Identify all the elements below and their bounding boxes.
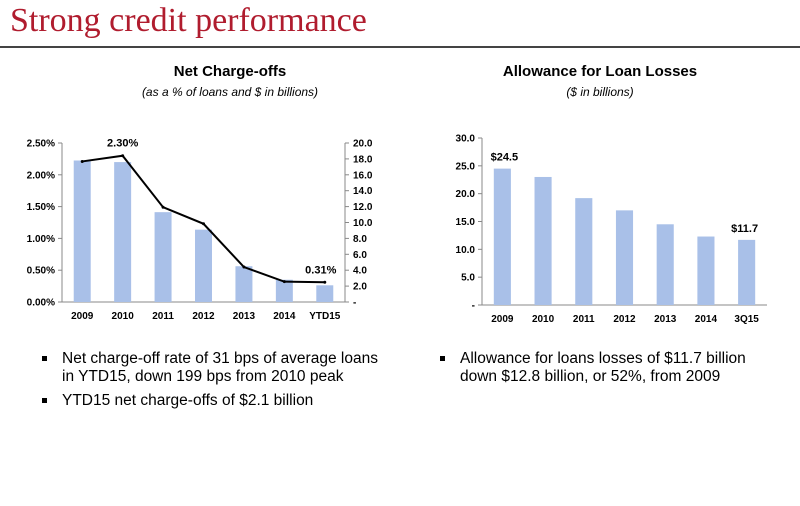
left-tick-label: 0.50% — [27, 266, 55, 277]
y-tick-label: 30.0 — [456, 134, 476, 145]
bullet-square-icon — [42, 356, 47, 361]
chargeoff-rate-point — [202, 222, 205, 226]
y-tick-label: - — [472, 301, 475, 312]
allowance-bar — [493, 168, 511, 305]
title-divider — [0, 46, 800, 48]
y-tick-label: 10.0 — [456, 245, 476, 256]
bullet-text: YTD15 net charge-offs of $2.1 billion — [62, 392, 314, 409]
allowance-bar — [697, 236, 715, 305]
right-tick-label: 20.0 — [353, 139, 373, 150]
right-tick-label: 2.0 — [353, 282, 367, 293]
bullet-text: Net charge-off rate of 31 bps of average… — [62, 350, 378, 385]
allowance-data-label: $11.7 — [731, 223, 758, 235]
slide-title: Strong credit performance — [10, 2, 367, 39]
right-tick-label: 10.0 — [353, 218, 373, 229]
bullet-item: Allowance for loans losses of $11.7 bill… — [438, 350, 778, 386]
right-tick-label: 18.0 — [353, 154, 373, 165]
bullet-square-icon — [440, 356, 445, 361]
bullet-item: YTD15 net charge-offs of $2.1 billion — [40, 392, 390, 410]
net-chargeoffs-subtitle: (as a % of loans and $ in billions) — [141, 85, 319, 99]
right-tick-label: - — [353, 298, 356, 309]
net-chargeoffs-title: Net Charge-offs — [173, 63, 287, 80]
left-tick-label: 0.00% — [27, 298, 55, 309]
allowance-bar — [738, 239, 756, 305]
net-chargeoff-bar — [275, 279, 293, 302]
right-tick-label: 12.0 — [353, 202, 373, 213]
x-tick-label: 3Q15 — [734, 314, 759, 325]
x-tick-label: 2011 — [573, 314, 595, 325]
right-tick-label: 14.0 — [353, 186, 373, 197]
allowance-data-label: $24.5 — [491, 152, 519, 164]
net-chargeoff-bar — [235, 266, 253, 302]
left-tick-label: 1.00% — [27, 234, 55, 245]
allowance-subtitle: ($ in billions) — [566, 85, 634, 99]
y-tick-label: 5.0 — [461, 273, 475, 284]
x-tick-label: 2014 — [695, 314, 718, 325]
allowance-bar — [615, 210, 634, 305]
left-tick-label: 2.00% — [27, 170, 55, 181]
bullet-square-icon — [42, 398, 47, 403]
x-tick-label: YTD15 — [309, 311, 341, 322]
y-tick-label: 15.0 — [456, 217, 476, 228]
allowance-chart: 30.0 25.0 20.0 15.0 10.0 5.0 - 2009 2010 2011 2012… — [456, 134, 767, 325]
right-tick-label: 8.0 — [353, 234, 367, 245]
bullet-item: Net charge-off rate of 31 bps of average… — [40, 350, 390, 386]
chargeoff-rate-point — [121, 154, 125, 158]
rate-data-label: 2.30% — [107, 138, 138, 150]
allowance-bullets: Allowance for loans losses of $11.7 bill… — [438, 350, 778, 392]
x-tick-label: 2010 — [532, 314, 555, 325]
y-tick-label: 20.0 — [456, 189, 476, 200]
left-tick-label: 2.50% — [27, 139, 55, 150]
allowance-bar — [534, 176, 552, 305]
chargeoff-rate-point — [80, 159, 84, 163]
right-tick-label: 4.0 — [353, 266, 367, 277]
x-tick-label: 2012 — [192, 311, 215, 322]
net-chargeoffs-bullets: Net charge-off rate of 31 bps of average… — [40, 350, 390, 416]
bullet-text: Allowance for loans losses of $11.7 bill… — [460, 350, 746, 385]
rate-data-label: 0.31% — [305, 264, 336, 276]
x-tick-label: 2011 — [152, 311, 174, 322]
chargeoff-rate-point — [323, 280, 327, 284]
net-chargeoffs-chart: 2.50% 2.00% 1.50% 1.00% 0.50% 0.00% 20.0 18.0 16… — [27, 138, 373, 322]
chargeoff-rate-point — [161, 205, 165, 209]
net-chargeoff-bar — [154, 212, 172, 302]
x-tick-label: 2013 — [654, 314, 677, 325]
y-tick-label: 25.0 — [456, 161, 476, 172]
allowance-title: Allowance for Loan Losses — [502, 63, 698, 80]
net-chargeoff-bar — [195, 229, 212, 302]
x-tick-label: 2010 — [112, 311, 135, 322]
x-tick-label: 2009 — [491, 314, 514, 325]
left-tick-label: 1.50% — [27, 202, 55, 213]
right-tick-label: 6.0 — [353, 250, 367, 261]
net-chargeoff-bar — [114, 162, 132, 302]
x-tick-label: 2012 — [613, 314, 636, 325]
net-chargeoff-bar — [316, 285, 334, 302]
x-tick-label: 2009 — [71, 311, 94, 322]
net-chargeoff-bar — [73, 160, 91, 302]
chargeoff-rate-point — [282, 280, 286, 284]
x-tick-label: 2014 — [273, 311, 296, 322]
chargeoff-rate-point — [242, 265, 246, 269]
allowance-bar — [656, 224, 674, 305]
x-tick-label: 2013 — [233, 311, 256, 322]
allowance-bar — [575, 198, 593, 305]
right-tick-label: 16.0 — [353, 170, 373, 181]
